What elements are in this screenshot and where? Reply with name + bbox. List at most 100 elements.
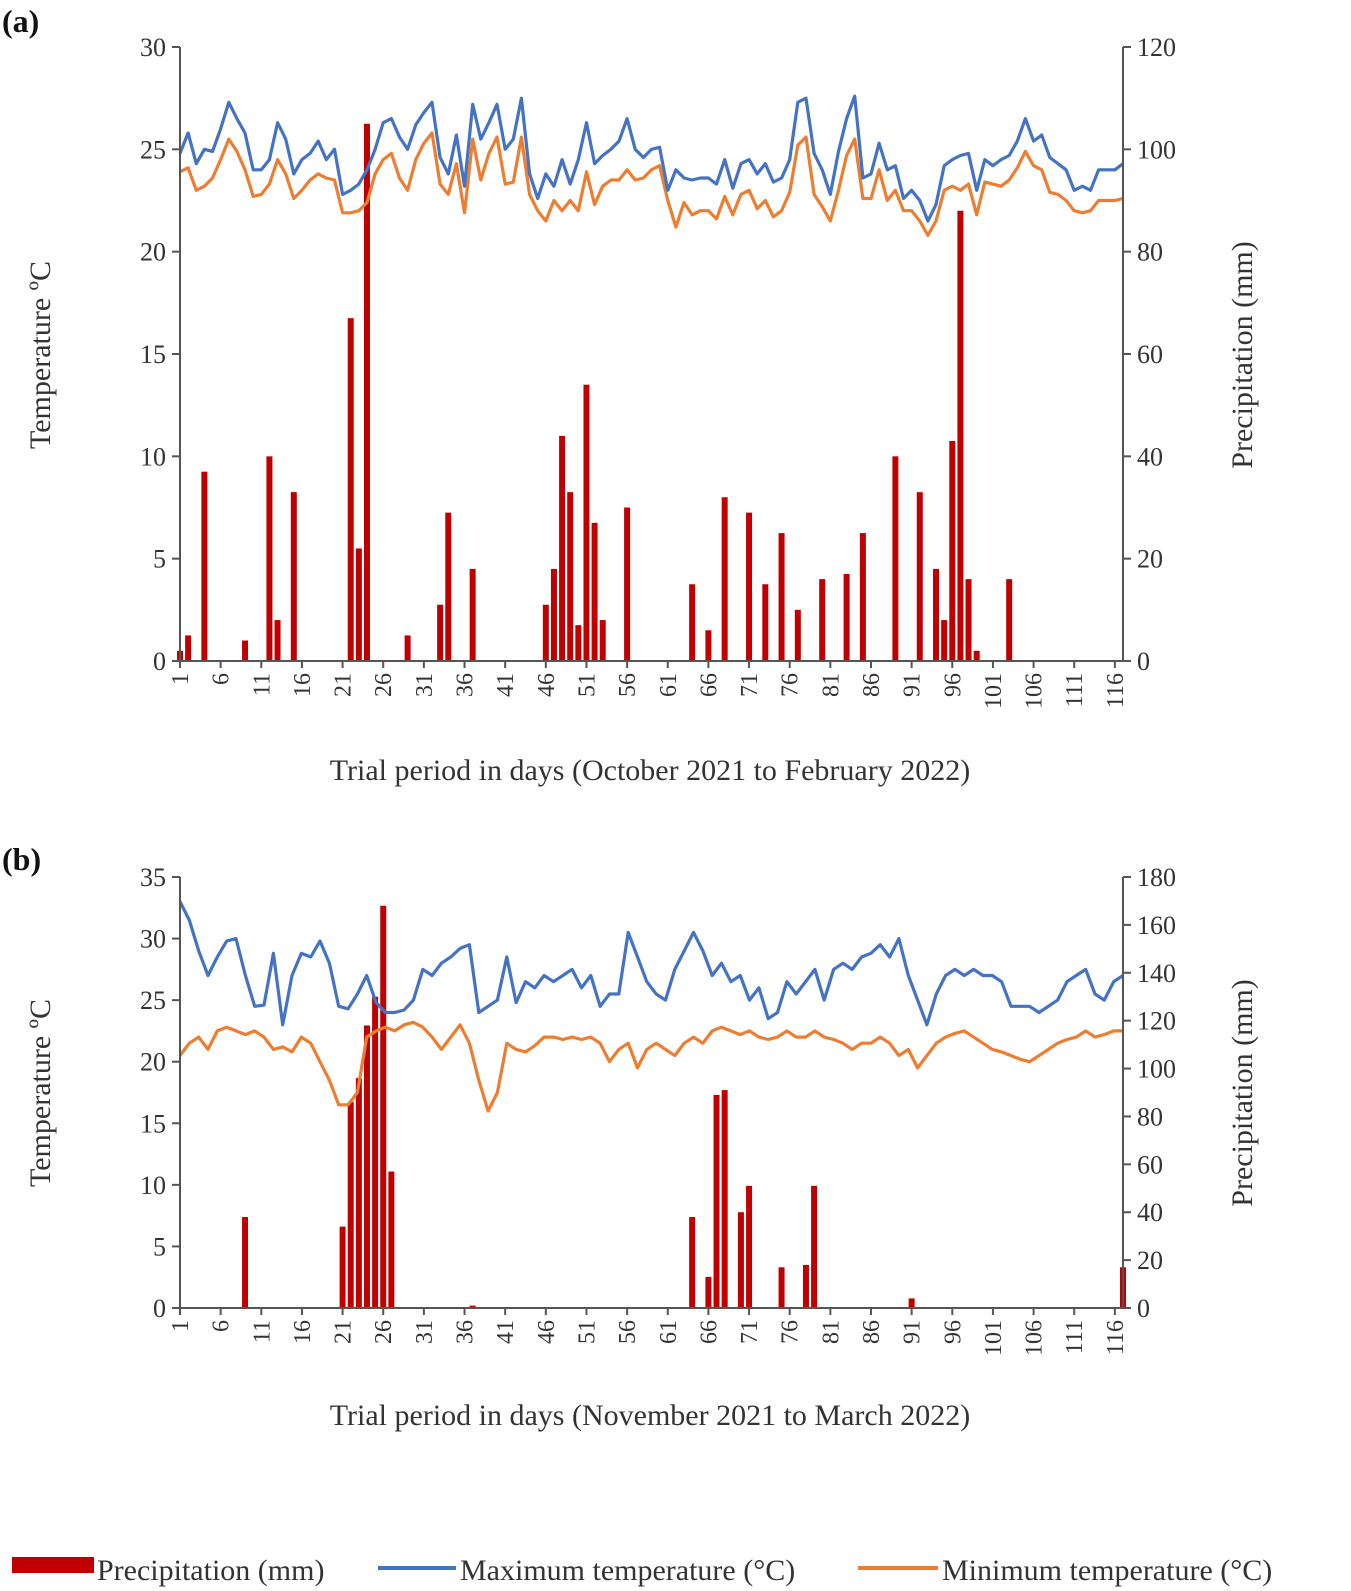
legend-min-temp-label: Minimum temperature (°C)	[942, 1554, 1272, 1587]
precip-bar-day-24	[363, 123, 370, 661]
y-left-tick-label: 0	[153, 647, 166, 676]
x-tick-label: 51	[574, 1320, 600, 1344]
x-tick-label: 41	[493, 1320, 519, 1344]
precip-bar-day-51	[583, 384, 590, 661]
x-tick-label: 41	[493, 673, 519, 697]
precip-bar-day-80	[819, 579, 826, 661]
precip-bar-day-68	[721, 497, 728, 661]
precip-bar-day-83	[843, 574, 850, 661]
legend-max-temp-label: Maximum temperature (°C)	[460, 1554, 795, 1587]
y-left-tick-label: 30	[140, 925, 166, 954]
precip-bar-day-29	[404, 635, 411, 661]
x-tick-label: 6	[209, 673, 235, 685]
x-tick-label: 76	[778, 673, 804, 697]
y-right-tick-label: 120	[1137, 1007, 1176, 1036]
panel-a-temperature-lines	[178, 94, 1124, 237]
precip-bar-day-12	[266, 456, 273, 661]
y-right-tick-label: 60	[1137, 340, 1163, 369]
y-right-tick-label: 120	[1137, 33, 1176, 62]
x-tick-label: 16	[290, 673, 316, 697]
y-left-tick-label: 5	[153, 1232, 166, 1261]
panel-a-precipitation-bars	[177, 123, 1013, 661]
x-tick-label: 56	[615, 673, 641, 697]
x-tick-label: 51	[574, 673, 600, 697]
y-right-tick-label: 100	[1137, 135, 1176, 164]
precip-bar-day-66	[705, 630, 712, 661]
y-left-tick-label: 10	[140, 1171, 166, 1200]
precip-bar-day-68	[721, 1090, 728, 1308]
precip-bar-day-95	[941, 620, 948, 661]
x-tick-label: 81	[818, 673, 844, 697]
precip-bar-day-24	[363, 1025, 370, 1308]
precip-bar-day-34	[445, 512, 452, 661]
precip-bar-day-47	[550, 568, 557, 661]
x-tick-label: 96	[940, 1320, 966, 1344]
y-right-tick-label: 180	[1137, 863, 1176, 892]
precip-bar-day-96	[949, 440, 956, 661]
precip-bar-day-94	[933, 568, 940, 661]
x-tick-label: 36	[453, 673, 479, 697]
precip-bar-day-26	[380, 905, 387, 1308]
precip-bar-day-75	[778, 533, 785, 661]
x-tick-label: 31	[412, 673, 438, 697]
y-right-tick-label: 80	[1137, 1102, 1163, 1131]
x-tick-label: 101	[981, 1320, 1007, 1356]
precip-bar-day-25	[372, 996, 379, 1308]
x-tick-label: 16	[290, 1320, 316, 1344]
legend-precipitation-label: Precipitation (mm)	[97, 1554, 324, 1587]
panel-b-x-axis-title: Trial period in days (November 2021 to M…	[330, 1399, 970, 1432]
y-right-tick-label: 160	[1137, 911, 1176, 940]
min-temperature-line	[178, 1020, 1123, 1113]
y-right-tick-label: 80	[1137, 238, 1163, 267]
x-tick-label: 31	[412, 1320, 438, 1344]
x-tick-label: 71	[737, 673, 763, 697]
precip-bar-day-37	[469, 568, 476, 661]
x-tick-label: 1	[168, 1320, 194, 1332]
precip-bar-day-21	[339, 1226, 346, 1308]
precip-bar-day-64	[689, 584, 696, 661]
x-tick-label: 26	[371, 673, 397, 697]
precip-bar-day-9	[242, 640, 249, 661]
precip-bar-day-50	[575, 625, 582, 661]
x-tick-label: 1	[168, 673, 194, 685]
x-tick-label: 116	[1103, 673, 1129, 708]
panel-b-precipitation-bars	[242, 905, 1126, 1308]
x-tick-label: 61	[656, 673, 682, 697]
y-left-tick-label: 15	[140, 340, 166, 369]
x-tick-label: 46	[534, 673, 560, 697]
x-tick-label: 91	[900, 1320, 926, 1344]
x-tick-label: 66	[696, 673, 722, 697]
panel-a-y-left-title: Temperature ºC	[24, 261, 57, 449]
y-right-tick-label: 20	[1137, 1246, 1163, 1275]
precip-bar-day-52	[591, 522, 598, 661]
y-right-tick-label: 0	[1137, 647, 1150, 676]
min-temperature-line	[179, 131, 1124, 237]
precip-bar-day-4	[201, 471, 208, 661]
x-tick-label: 11	[249, 1320, 275, 1343]
precip-bar-day-70	[737, 1212, 744, 1308]
x-tick-label: 106	[1022, 1320, 1048, 1356]
precip-bar-day-48	[559, 435, 566, 661]
y-left-tick-label: 20	[140, 238, 166, 267]
precip-bar-day-91	[908, 1298, 915, 1308]
precip-bar-day-75	[778, 1267, 785, 1308]
precip-bar-day-56	[624, 507, 631, 661]
panel-b-temperature-lines	[178, 900, 1124, 1113]
x-tick-label: 11	[249, 673, 275, 696]
x-tick-label: 21	[331, 673, 357, 697]
precip-bar-day-98	[965, 579, 972, 661]
panel-b-label: (b)	[2, 841, 41, 877]
precip-bar-day-89	[892, 456, 899, 661]
precip-bar-day-33	[437, 604, 444, 661]
y-right-tick-label: 20	[1137, 545, 1163, 574]
y-left-tick-label: 15	[140, 1109, 166, 1138]
x-tick-label: 56	[615, 1320, 641, 1344]
legend-precipitation-swatch	[12, 1557, 94, 1573]
x-tick-label: 6	[209, 1320, 235, 1332]
precip-bar-day-37	[469, 1305, 476, 1308]
precip-bar-day-97	[957, 210, 964, 661]
precip-bar-day-23	[355, 548, 362, 661]
